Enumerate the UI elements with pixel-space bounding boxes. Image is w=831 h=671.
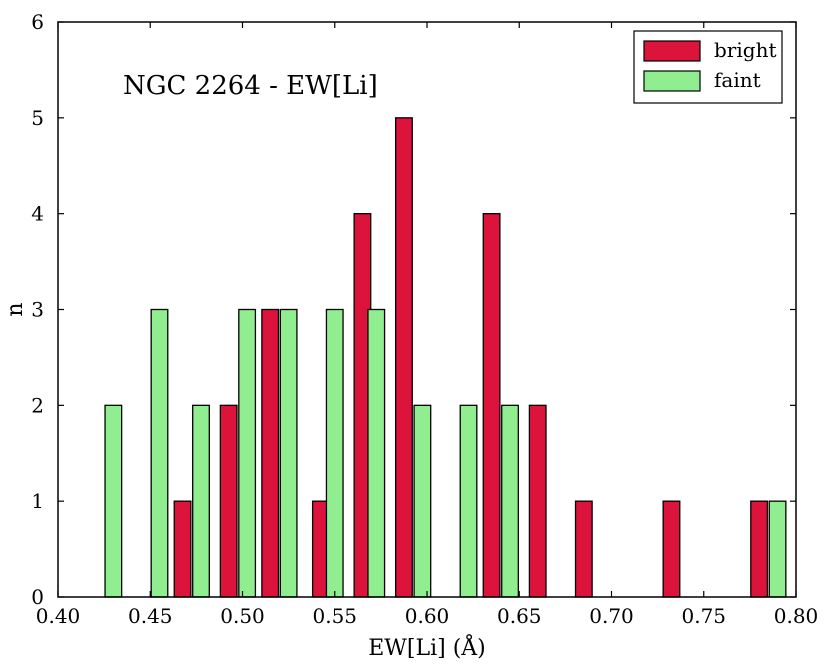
y-tick-label: 3 bbox=[31, 298, 44, 322]
y-axis-label: n bbox=[3, 302, 28, 316]
y-tick-label: 0 bbox=[31, 585, 44, 609]
y-tick-label: 6 bbox=[31, 10, 44, 34]
x-tick-label: 0.50 bbox=[220, 604, 265, 628]
chart-annotation: NGC 2264 - EW[Li] bbox=[123, 71, 378, 101]
x-tick-label: 0.60 bbox=[405, 604, 450, 628]
labels-layer: 0.40 0.45 0.50 0.55 0.60 0.65 0.70 0.75 0.80 0 1 2 3… bbox=[31, 10, 818, 628]
legend-swatch-faint bbox=[643, 70, 701, 92]
x-tick-label: 0.65 bbox=[497, 604, 542, 628]
x-axis-label: EW[Li] (Å) bbox=[368, 633, 486, 661]
faint-bar bbox=[279, 308, 298, 598]
faint-bar bbox=[325, 308, 344, 598]
x-tick-label: 0.45 bbox=[128, 604, 173, 628]
y-tick-label: 5 bbox=[31, 106, 44, 130]
bright-bar bbox=[750, 500, 769, 598]
bright-bar bbox=[261, 308, 280, 598]
faint-bar bbox=[367, 308, 386, 598]
x-tick-label: 0.75 bbox=[681, 604, 726, 628]
faint-bar bbox=[459, 404, 478, 598]
faint-bar bbox=[768, 500, 787, 598]
bright-bar bbox=[574, 500, 593, 598]
x-tick-label: 0.40 bbox=[36, 604, 81, 628]
bright-bar bbox=[482, 213, 501, 598]
bright-bar bbox=[219, 404, 238, 598]
plot-frame bbox=[57, 21, 797, 598]
faint-bar bbox=[501, 404, 519, 598]
bars-layer bbox=[104, 117, 787, 598]
faint-bar bbox=[150, 308, 169, 598]
faint-bar bbox=[238, 308, 257, 598]
bright-bar bbox=[173, 500, 192, 598]
legend-label-bright: bright bbox=[714, 38, 776, 62]
y-tick-label: 4 bbox=[31, 202, 44, 226]
y-tick-label: 1 bbox=[31, 489, 44, 513]
x-tick-label: 0.70 bbox=[589, 604, 634, 628]
x-tick-label: 0.80 bbox=[774, 604, 819, 628]
y-tick-label: 2 bbox=[31, 393, 44, 417]
bright-bar bbox=[662, 500, 681, 598]
x-tick-label: 0.55 bbox=[312, 604, 357, 628]
bright-bar bbox=[394, 117, 413, 598]
legend-swatch-bright bbox=[643, 40, 701, 62]
faint-bar bbox=[192, 404, 210, 598]
legend: bright faint bbox=[633, 30, 783, 104]
faint-bar bbox=[413, 404, 432, 598]
faint-bar bbox=[104, 404, 123, 598]
bright-bar bbox=[528, 404, 547, 598]
legend-label-faint: faint bbox=[714, 68, 761, 92]
